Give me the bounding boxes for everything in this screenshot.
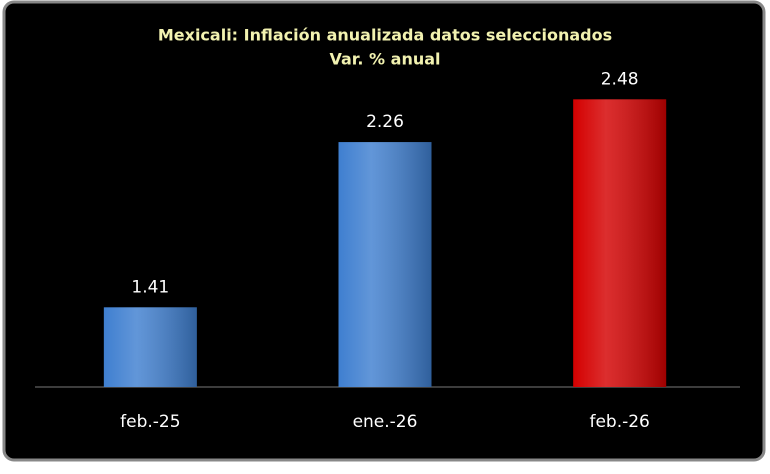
value-label: 2.48 — [601, 69, 639, 89]
chart-title: Mexicali: Inflación anualizada datos sel… — [158, 26, 612, 45]
chart-subtitle: Var. % anual — [329, 50, 440, 69]
value-label: 2.26 — [366, 112, 404, 132]
x-tick-label: feb.-26 — [589, 412, 649, 432]
bar-shine — [103, 307, 197, 387]
x-tick-label: feb.-25 — [120, 412, 180, 432]
x-tick-label: ene.-26 — [353, 412, 418, 432]
bar-shine — [338, 142, 432, 387]
bar-shine — [573, 99, 667, 387]
value-label: 1.41 — [131, 277, 169, 297]
